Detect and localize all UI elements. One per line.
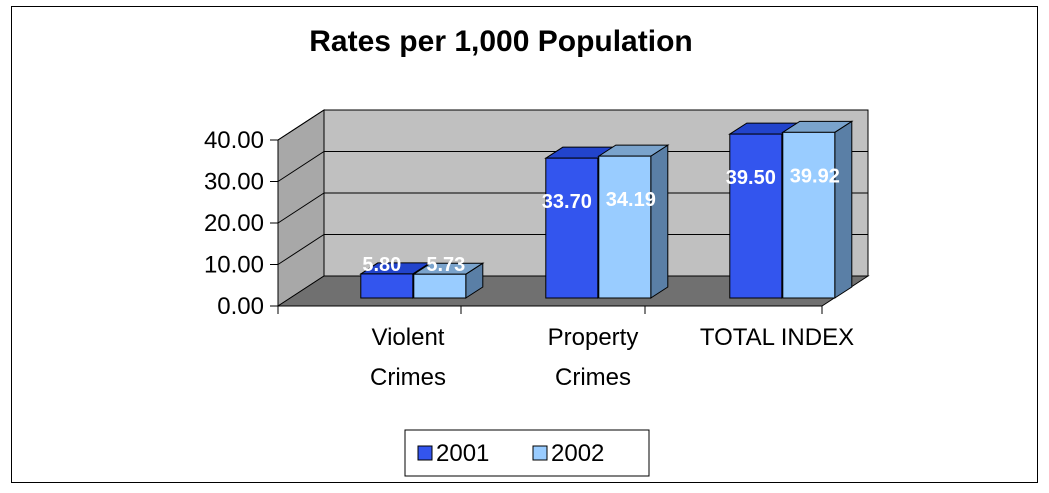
legend-swatch xyxy=(417,445,433,461)
x-category-label: Crimes xyxy=(555,364,631,391)
gridline xyxy=(277,192,868,224)
legend-label: 2001 xyxy=(436,440,489,467)
data-label: 5.73 xyxy=(426,254,465,276)
bar-side xyxy=(650,144,669,299)
data-label: 39.50 xyxy=(726,167,776,189)
x-category-label: TOTAL INDEX xyxy=(700,324,854,351)
data-label: 39.92 xyxy=(790,165,840,187)
bar xyxy=(413,273,467,299)
x-category-label: Violent xyxy=(372,324,445,351)
bar xyxy=(598,155,652,299)
bar xyxy=(360,273,414,299)
legend-label: 2002 xyxy=(551,440,604,467)
bar xyxy=(782,131,836,299)
data-label: 33.70 xyxy=(542,191,592,213)
data-label: 5.80 xyxy=(362,254,401,276)
legend-swatch xyxy=(532,445,548,461)
y-tick-label: 40.00 xyxy=(204,127,264,154)
bar xyxy=(545,157,599,299)
bar-side xyxy=(834,120,853,299)
data-label: 34.19 xyxy=(606,189,656,211)
y-tick-label: 30.00 xyxy=(204,169,264,196)
x-category-label: Property xyxy=(548,324,639,351)
legend: 2001 2002 xyxy=(404,429,650,477)
bar xyxy=(729,133,783,299)
legend-box xyxy=(404,429,650,477)
y-tick-label: 10.00 xyxy=(204,252,264,279)
chart-title: Rates per 1,000 Population xyxy=(309,25,692,58)
x-category-label: Crimes xyxy=(370,364,446,391)
gridline xyxy=(277,234,868,265)
y-tick-label: 20.00 xyxy=(204,210,264,237)
gridline xyxy=(277,109,868,141)
plot-area: 0.00 10.00 20.00 30.00 40.00 5.80 5.73 Violent C… xyxy=(204,109,870,391)
y-tick-label: 0.00 xyxy=(217,293,264,320)
gridline xyxy=(277,151,868,182)
